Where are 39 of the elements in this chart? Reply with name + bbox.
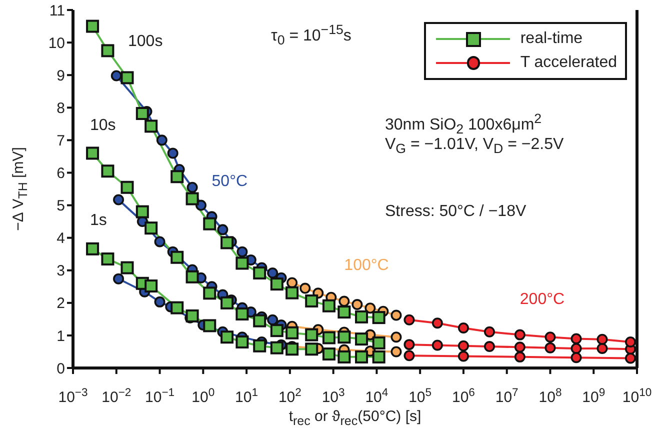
x-tick-label: 10$^{7}$ bbox=[495, 387, 518, 406]
annotation: 100s bbox=[128, 33, 163, 51]
x-tick-label: 10$^{−1}$ bbox=[145, 387, 175, 406]
y-tick-label: 0 bbox=[56, 360, 65, 378]
x-tick-label: 10$^{3}$ bbox=[322, 387, 345, 406]
y-tick-label: 6 bbox=[56, 165, 65, 182]
series-label: 100°C bbox=[344, 257, 389, 276]
x-tick-label: 10$^{−3}$ bbox=[58, 387, 88, 406]
series-label: 50°C bbox=[212, 172, 248, 191]
y-tick-label: 3 bbox=[56, 262, 65, 280]
annotation: Stress: 50°C / −18V bbox=[385, 203, 526, 221]
annotation: τ$_{0}$ = 10$^{−15}$s bbox=[271, 22, 352, 48]
y-tick-label: 7 bbox=[56, 132, 65, 150]
legend-label: T accelerated bbox=[520, 54, 617, 72]
annotation: 1s bbox=[90, 212, 107, 230]
legend-label: real-time bbox=[520, 30, 583, 48]
annotation: 10s bbox=[90, 117, 116, 135]
annotation: 30nm SiO$_{2}$ 100x6μm$^{2}$ bbox=[385, 111, 542, 137]
x-tick-label: 10$^{2}$ bbox=[278, 387, 302, 406]
annotation: V$_{G}$ = −1.01V, V$_{D}$ = −2.5V bbox=[385, 136, 564, 156]
y-tick-label: 4 bbox=[56, 230, 65, 248]
x-tick-label: 10$^{4}$ bbox=[365, 387, 388, 406]
y-tick-label: 2 bbox=[56, 295, 65, 312]
y-tick-label: 1 bbox=[56, 328, 65, 345]
x-tick-label: 10$^{9}$ bbox=[582, 387, 606, 406]
x-tick-label: 10$^{0}$ bbox=[192, 387, 215, 406]
x-tick-label: 10$^{−2}$ bbox=[102, 387, 132, 406]
y-tick-label: 10 bbox=[48, 34, 65, 52]
x-tick-label: 10$^{5}$ bbox=[408, 387, 432, 406]
x-axis-title: t$_{rec}$ or ϑ$_{rec}$(50°C) [s] bbox=[288, 408, 422, 428]
y-tick-label: 11 bbox=[49, 2, 65, 20]
x-tick-label: 10$^{8}$ bbox=[538, 387, 562, 406]
x-tick-label: 10$^{1}$ bbox=[235, 387, 258, 406]
y-tick-label: 9 bbox=[56, 67, 65, 84]
x-tick-label: 10$^{10}$ bbox=[622, 387, 652, 406]
y-tick-label: 5 bbox=[56, 198, 65, 215]
y-tick-label: 8 bbox=[56, 100, 65, 117]
series-label: 200°C bbox=[520, 290, 565, 309]
x-tick-label: 10$^{6}$ bbox=[452, 387, 475, 406]
